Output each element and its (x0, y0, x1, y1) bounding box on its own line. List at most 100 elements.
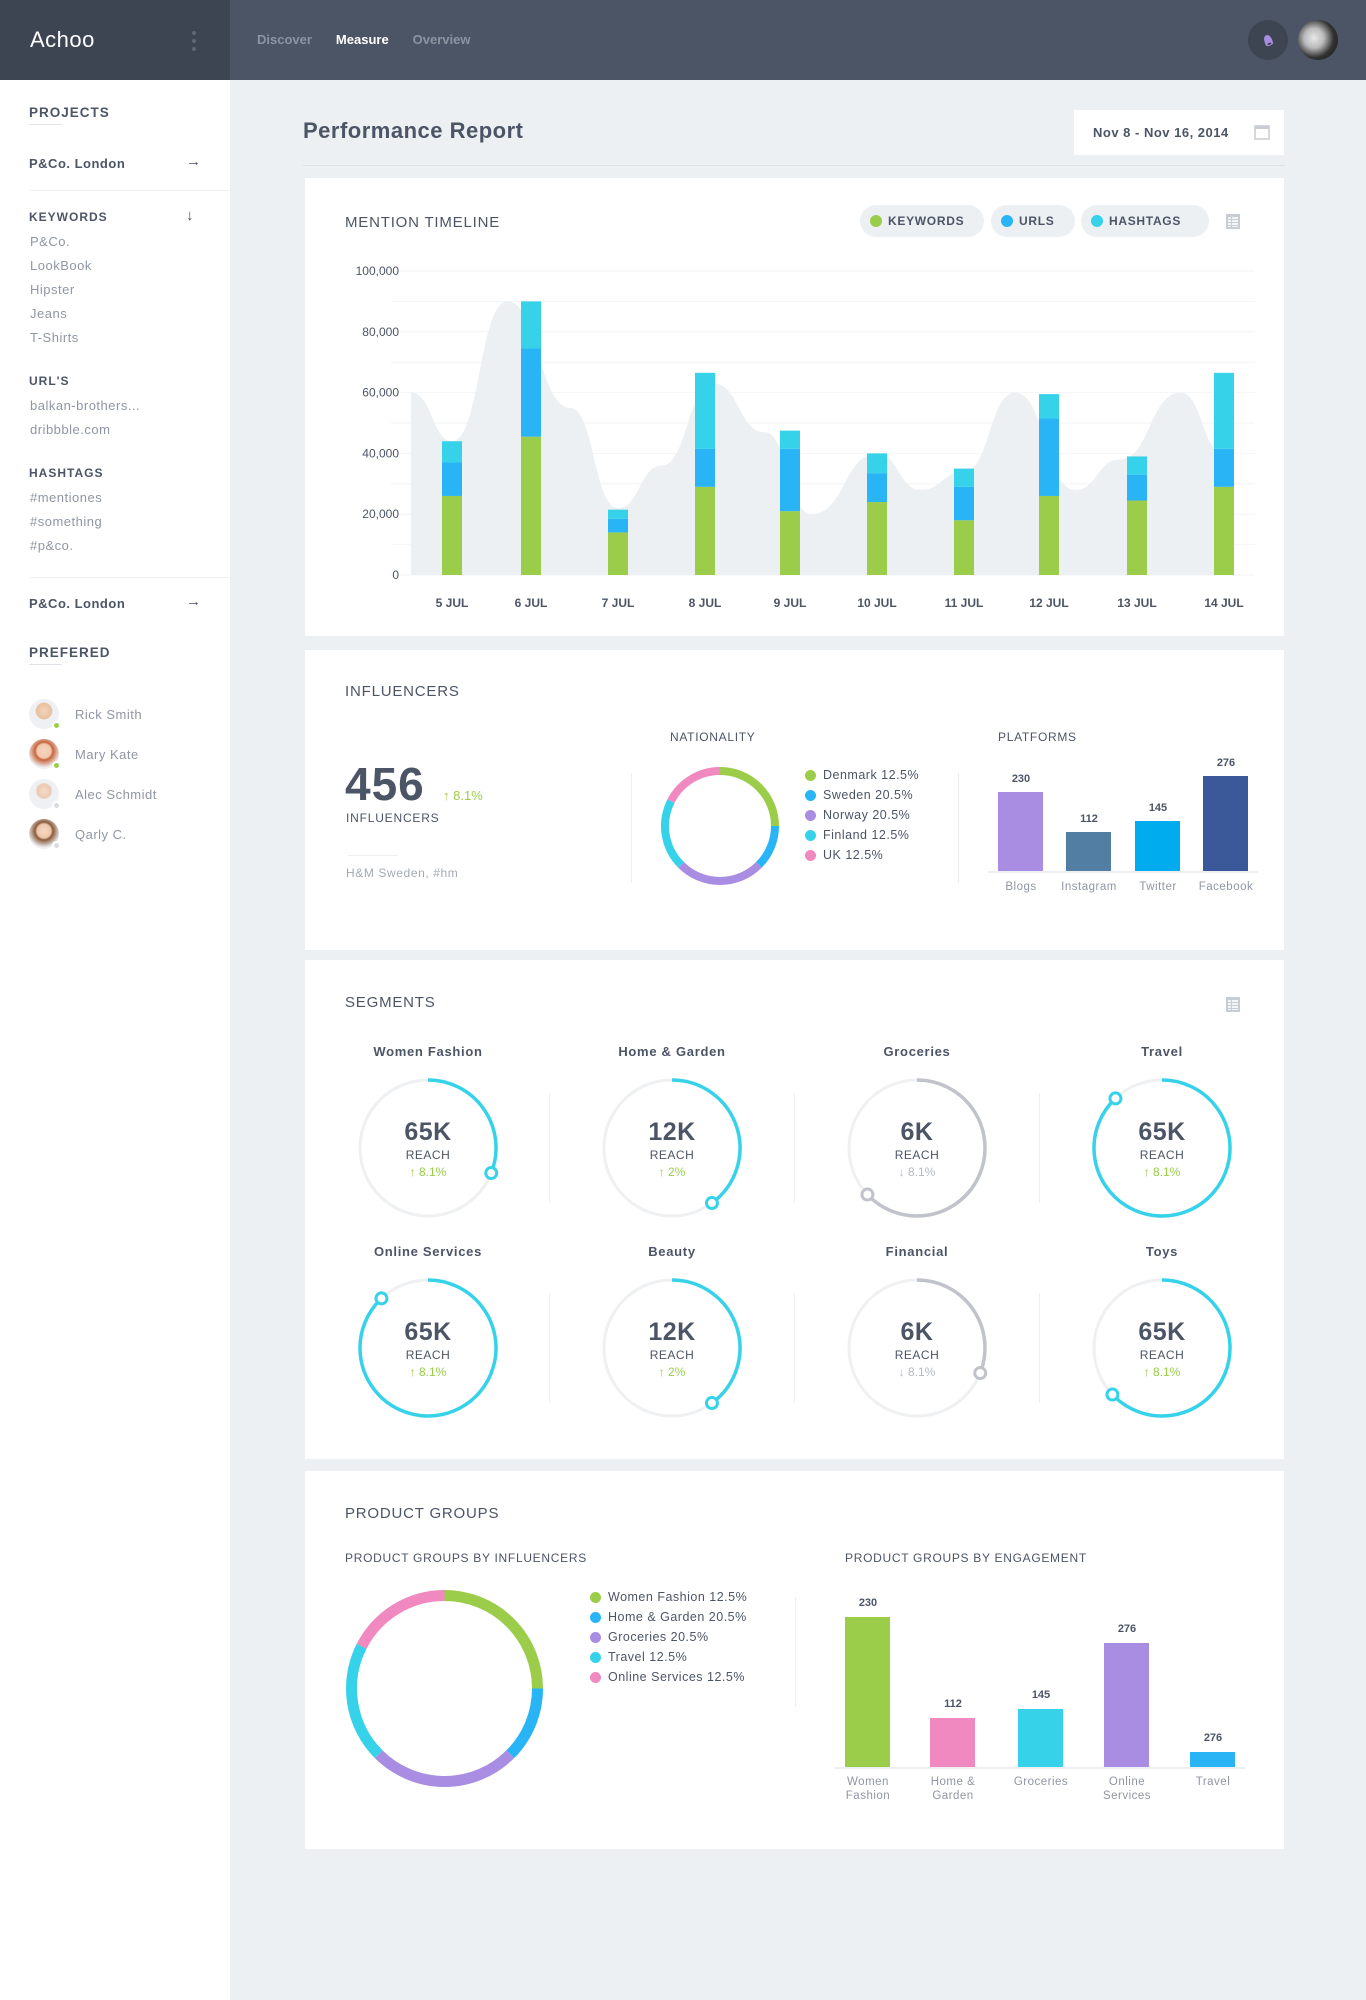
status-online-icon (52, 761, 61, 770)
calendar-icon (1254, 125, 1270, 140)
notifications-button[interactable] (1248, 20, 1288, 60)
arrow-down-icon[interactable]: ↓ (186, 207, 194, 224)
keyword-item[interactable]: T-Shirts (30, 330, 79, 345)
bar-category-label: Women Fashion (845, 1776, 891, 1802)
person-item[interactable]: Rick Smith (29, 699, 143, 730)
bar-segment-keywords (608, 532, 628, 575)
bar-segment-keywords (442, 495, 462, 575)
hashtag-item[interactable]: #something (30, 514, 103, 529)
legend-dot-icon (805, 789, 816, 801)
nav-measure[interactable]: Measure (335, 32, 389, 47)
url-item[interactable]: dribbble.com (30, 422, 111, 437)
segment-reach-label: REACH (894, 1148, 940, 1162)
bar-category-label: Online Services (1102, 1776, 1152, 1802)
x-tick-label: 10 JUL (857, 596, 896, 610)
url-item[interactable]: balkan-brothers... (30, 398, 141, 413)
keyword-item[interactable]: LookBook (30, 258, 92, 273)
person-item[interactable]: Mary Kate (29, 739, 139, 770)
nav-discover[interactable]: Discover (257, 32, 312, 47)
bar-segment-urls (695, 448, 715, 487)
segment-item[interactable]: Beauty 12K REACH ↑ 2% (572, 1244, 772, 1423)
trend-area (411, 301, 1224, 575)
person-item[interactable]: Qarly C. (29, 819, 127, 850)
segment-item[interactable]: Travel 65K REACH ↑ 8.1% (1062, 1044, 1262, 1223)
bar-segment-keywords (867, 502, 887, 575)
segment-name: Toys (1145, 1244, 1179, 1259)
bar-segment-hashtags (1039, 394, 1059, 419)
bar-segment-urls (1039, 418, 1059, 496)
project-name: P&Co. London (29, 156, 126, 171)
filter-hashtags[interactable]: HASHTAGS (1081, 205, 1209, 237)
segment-reach-label: REACH (405, 1348, 451, 1362)
legend-dot-icon (590, 1611, 601, 1623)
person-name: Alec Schmidt (75, 786, 157, 802)
bar-value-label: 276 (1117, 1622, 1137, 1635)
segment-reach-value: 6K (900, 1318, 934, 1346)
header-divider (303, 165, 1285, 166)
segment-center: 65K REACH ↑ 8.1% (328, 1318, 528, 1379)
keyword-item[interactable]: P&Co. (30, 234, 71, 249)
segment-reach-label: REACH (1139, 1148, 1185, 1162)
user-avatar[interactable] (1298, 20, 1338, 60)
ring-progress (671, 1278, 742, 1405)
legend-label: UK 12.5% (823, 848, 884, 862)
segment-item[interactable]: Home & Garden 12K REACH ↑ 2% (572, 1044, 772, 1223)
ring-progress (358, 1278, 498, 1418)
segment-name: Financial (885, 1244, 949, 1259)
ring-handle (860, 1187, 875, 1202)
person-name: Rick Smith (75, 706, 143, 722)
app-logo[interactable]: Achoo (30, 27, 95, 52)
y-tick-label: 100,000 (356, 264, 400, 278)
x-tick-label: 9 JUL (774, 596, 807, 610)
keyword-item[interactable]: Hipster (30, 282, 75, 297)
segment-ring (847, 1078, 987, 1218)
segment-ring (602, 1078, 742, 1218)
date-range-picker[interactable]: Nov 8 - Nov 16, 2014 (1074, 110, 1284, 155)
hashtag-item[interactable]: #p&co. (30, 538, 74, 553)
ring-progress (1111, 1278, 1232, 1418)
table-view-icon[interactable] (1226, 996, 1240, 1012)
keyword-item[interactable]: Jeans (30, 306, 68, 321)
table-view-icon[interactable] (1226, 213, 1240, 229)
segment-center: 6K REACH ↓ 8.1% (817, 1318, 1017, 1379)
segment-reach-value: 65K (404, 1118, 452, 1146)
influencers-card (305, 650, 1284, 950)
ring-progress (427, 1078, 498, 1174)
hashtag-item[interactable]: #mentiones (30, 490, 103, 505)
avatar (29, 779, 61, 810)
by-engagement-title: PRODUCT GROUPS BY ENGAGEMENT (845, 1551, 1087, 1565)
segment-center: 12K REACH ↑ 2% (572, 1118, 772, 1179)
x-axis-line (835, 1767, 1245, 1769)
bar-segment-urls (954, 486, 974, 521)
bar-segment-urls (1214, 448, 1234, 487)
person-item[interactable]: Alec Schmidt (29, 779, 157, 810)
segment-item[interactable]: Women Fashion 65K REACH ↑ 8.1% (328, 1044, 528, 1223)
segment-reach-value: 65K (1138, 1118, 1186, 1146)
nationality-donut-chart (661, 767, 779, 885)
legend-label: Home & Garden 20.5% (608, 1610, 747, 1624)
influencer-source[interactable]: H&M Sweden, #hm (346, 866, 459, 880)
filter-keywords[interactable]: KEYWORDS (860, 205, 984, 237)
legend-item: Groceries 20.5% (590, 1627, 747, 1647)
segment-item[interactable]: Financial 6K REACH ↓ 8.1% (817, 1244, 1017, 1423)
nav-overview[interactable]: Overview (412, 32, 471, 47)
by-influencers-title: PRODUCT GROUPS BY INFLUENCERS (345, 1551, 587, 1565)
filter-label: KEYWORDS (888, 214, 965, 228)
avatar (29, 819, 61, 850)
bar-segment-keywords (780, 511, 800, 575)
divider (29, 124, 62, 125)
segment-item[interactable]: Toys 65K REACH ↑ 8.1% (1062, 1244, 1262, 1423)
filter-urls[interactable]: URLS (991, 205, 1075, 237)
divider (958, 773, 959, 883)
segment-item[interactable]: Online Services 65K REACH ↑ 8.1% (328, 1244, 528, 1423)
ring-handle (704, 1396, 719, 1411)
segment-ring (1092, 1078, 1232, 1218)
legend-label: Sweden 20.5% (823, 788, 914, 802)
legend-label: Finland 12.5% (823, 828, 910, 842)
segment-item[interactable]: Groceries 6K REACH ↓ 8.1% (817, 1044, 1017, 1223)
donut-slice (506, 1688, 543, 1759)
x-tick-label: 5 JUL (436, 596, 469, 610)
segment-ring (1092, 1278, 1232, 1418)
more-vertical-icon[interactable] (192, 31, 196, 51)
bar-segment-keywords (695, 486, 715, 575)
